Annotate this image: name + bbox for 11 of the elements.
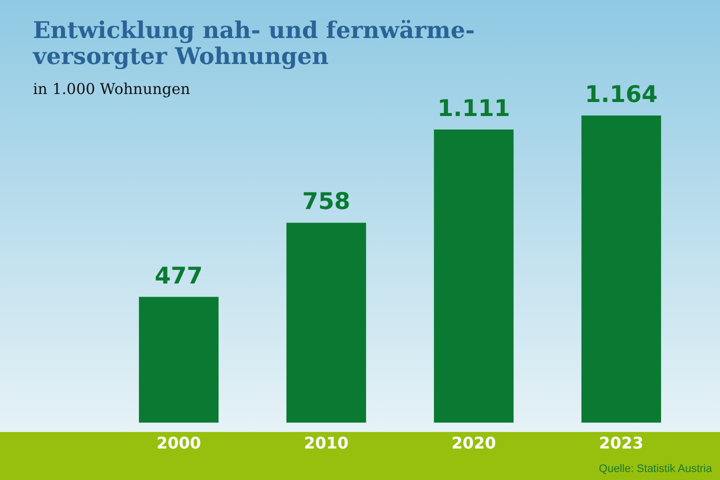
data-label: 1.164 (584, 82, 658, 108)
source-note: Quelle: Statistik Austria (598, 463, 712, 475)
x-tick-label: 2020 (451, 434, 496, 453)
x-tick-label: 2023 (598, 434, 644, 453)
data-label: 758 (302, 189, 350, 216)
x-tick-label: 2010 (304, 434, 349, 453)
chart-title: Entwicklung nah- und fernwärme- versorgter Wohnungen (33, 17, 475, 71)
data-label: 477 (154, 263, 203, 290)
chart-subtitle: in 1.000 Wohnungen (33, 80, 190, 98)
x-tick-label: 2000 (156, 434, 202, 453)
data-label: 1.111 (437, 96, 510, 122)
